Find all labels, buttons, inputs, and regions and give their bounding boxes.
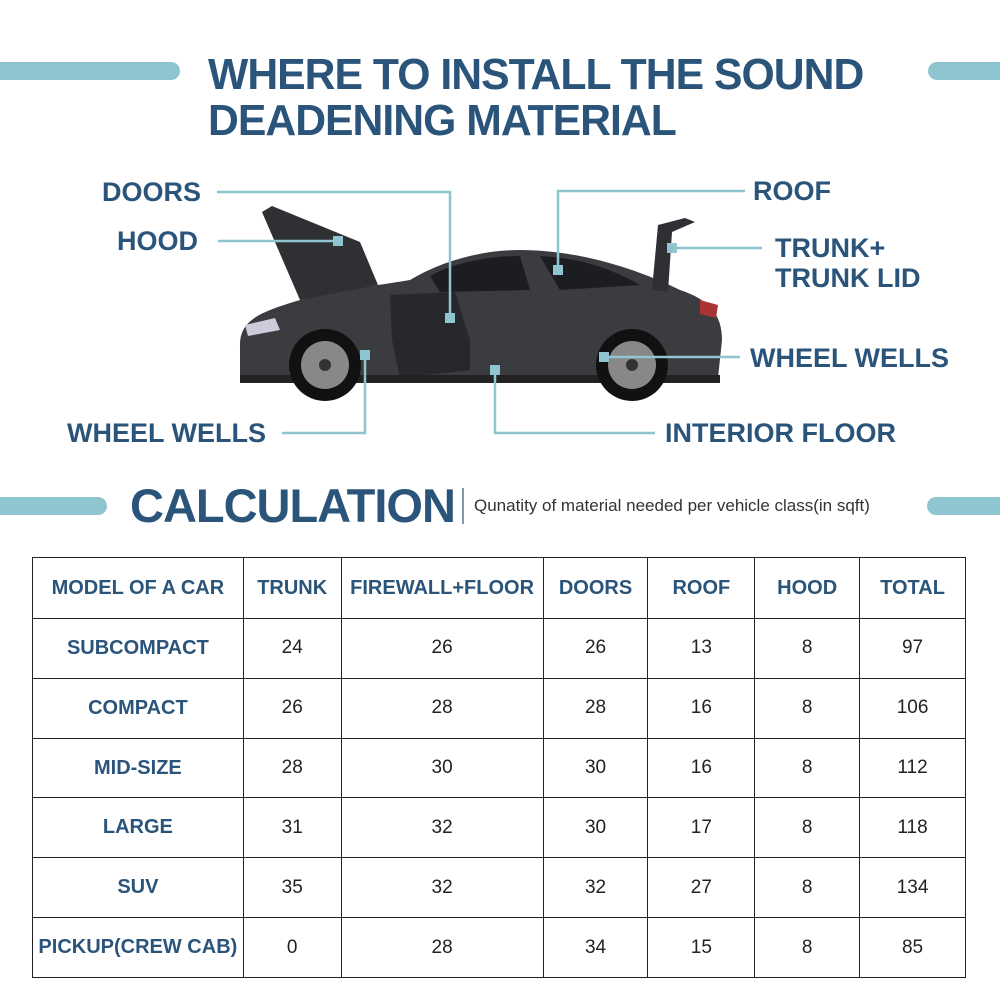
value-cell: 8 bbox=[754, 917, 861, 978]
value-cell: 118 bbox=[859, 797, 966, 859]
value-cell: 13 bbox=[647, 618, 756, 679]
car-image bbox=[240, 206, 722, 401]
value-cell: 134 bbox=[859, 857, 966, 919]
value-cell: 24 bbox=[242, 618, 342, 679]
value-cell: 28 bbox=[340, 917, 544, 978]
value-cell: 32 bbox=[340, 797, 544, 859]
label-trunk-line1: TRUNK+ bbox=[775, 233, 886, 263]
label-interior-floor: INTERIOR FLOOR bbox=[665, 418, 896, 448]
value-cell: 35 bbox=[242, 857, 342, 919]
column-header: HOOD bbox=[754, 557, 861, 619]
value-cell: 8 bbox=[754, 857, 861, 919]
markers bbox=[333, 236, 677, 375]
label-hood: HOOD bbox=[117, 226, 198, 256]
column-header: TOTAL bbox=[859, 557, 966, 619]
title-line-2: DEADENING MATERIAL bbox=[208, 96, 677, 145]
value-cell: 32 bbox=[542, 857, 649, 919]
value-cell: 26 bbox=[542, 618, 649, 679]
value-cell: 106 bbox=[859, 677, 966, 739]
label-wheel-wells-left: WHEEL WELLS bbox=[67, 418, 266, 448]
label-wheel-wells-right: WHEEL WELLS bbox=[750, 343, 949, 373]
value-cell: 85 bbox=[859, 917, 966, 978]
value-cell: 32 bbox=[340, 857, 544, 919]
model-cell: PICKUP(CREW CAB) bbox=[32, 917, 244, 978]
value-cell: 26 bbox=[242, 677, 342, 739]
label-doors: DOORS bbox=[102, 177, 202, 207]
model-cell: SUBCOMPACT bbox=[32, 618, 244, 679]
table-row: PICKUP(CREW CAB) 0 28 34 15 8 85 bbox=[32, 917, 966, 978]
value-cell: 34 bbox=[542, 917, 649, 978]
value-cell: 112 bbox=[859, 737, 966, 799]
car-illustration bbox=[217, 189, 762, 435]
value-cell: 30 bbox=[542, 797, 649, 859]
value-cell: 15 bbox=[647, 917, 756, 978]
divider bbox=[462, 488, 464, 524]
table-row: SUV 35 32 32 27 8 134 bbox=[32, 857, 966, 919]
decor-bar-right-2 bbox=[927, 497, 1000, 515]
value-cell: 8 bbox=[754, 618, 861, 679]
decor-bar-left-2 bbox=[0, 497, 107, 515]
label-roof: ROOF bbox=[753, 176, 831, 206]
model-cell: COMPACT bbox=[32, 677, 244, 739]
value-cell: 28 bbox=[242, 737, 342, 799]
value-cell: 16 bbox=[647, 737, 756, 799]
model-cell: LARGE bbox=[32, 797, 244, 859]
title-line-1: WHERE TO INSTALL THE SOUND bbox=[208, 50, 864, 99]
page-title: WHERE TO INSTALL THE SOUND DEADENING MAT… bbox=[208, 50, 864, 145]
model-cell: MID-SIZE bbox=[32, 737, 244, 799]
table-row: MID-SIZE 28 30 30 16 8 112 bbox=[32, 737, 966, 799]
leader-lines bbox=[217, 189, 762, 435]
value-cell: 8 bbox=[754, 797, 861, 859]
model-cell: SUV bbox=[32, 857, 244, 919]
value-cell: 31 bbox=[242, 797, 342, 859]
calculation-title: CALCULATION bbox=[130, 479, 456, 532]
calculation-subtitle: Qunatity of material needed per vehicle … bbox=[474, 496, 870, 515]
table-row: SUBCOMPACT 24 26 26 13 8 97 bbox=[32, 618, 966, 679]
value-cell: 26 bbox=[340, 618, 544, 679]
value-cell: 28 bbox=[542, 677, 649, 739]
material-table: MODEL OF A CAR TRUNK FIREWALL+FLOOR DOORS RO… bbox=[32, 557, 966, 978]
value-cell: 16 bbox=[647, 677, 756, 739]
value-cell: 17 bbox=[647, 797, 756, 859]
column-header: TRUNK bbox=[242, 557, 342, 619]
value-cell: 8 bbox=[754, 737, 861, 799]
column-header: DOORS bbox=[542, 557, 649, 619]
label-trunk: TRUNK+ TRUNK LID bbox=[775, 233, 920, 293]
table-header-row: MODEL OF A CAR TRUNK FIREWALL+FLOOR DOORS RO… bbox=[32, 557, 966, 619]
table-row: COMPACT 26 28 28 16 8 106 bbox=[32, 677, 966, 739]
value-cell: 28 bbox=[340, 677, 544, 739]
label-trunk-line2: TRUNK LID bbox=[775, 263, 921, 293]
value-cell: 30 bbox=[340, 737, 544, 799]
decor-bar-left bbox=[0, 62, 180, 80]
decor-bar-right bbox=[928, 62, 1000, 80]
column-header: MODEL OF A CAR bbox=[32, 557, 244, 619]
table-row: LARGE 31 32 30 17 8 118 bbox=[32, 797, 966, 859]
value-cell: 0 bbox=[242, 917, 342, 978]
value-cell: 27 bbox=[647, 857, 756, 919]
value-cell: 97 bbox=[859, 618, 966, 679]
column-header: ROOF bbox=[647, 557, 756, 619]
value-cell: 30 bbox=[542, 737, 649, 799]
column-header: FIREWALL+FLOOR bbox=[340, 557, 544, 619]
value-cell: 8 bbox=[754, 677, 861, 739]
